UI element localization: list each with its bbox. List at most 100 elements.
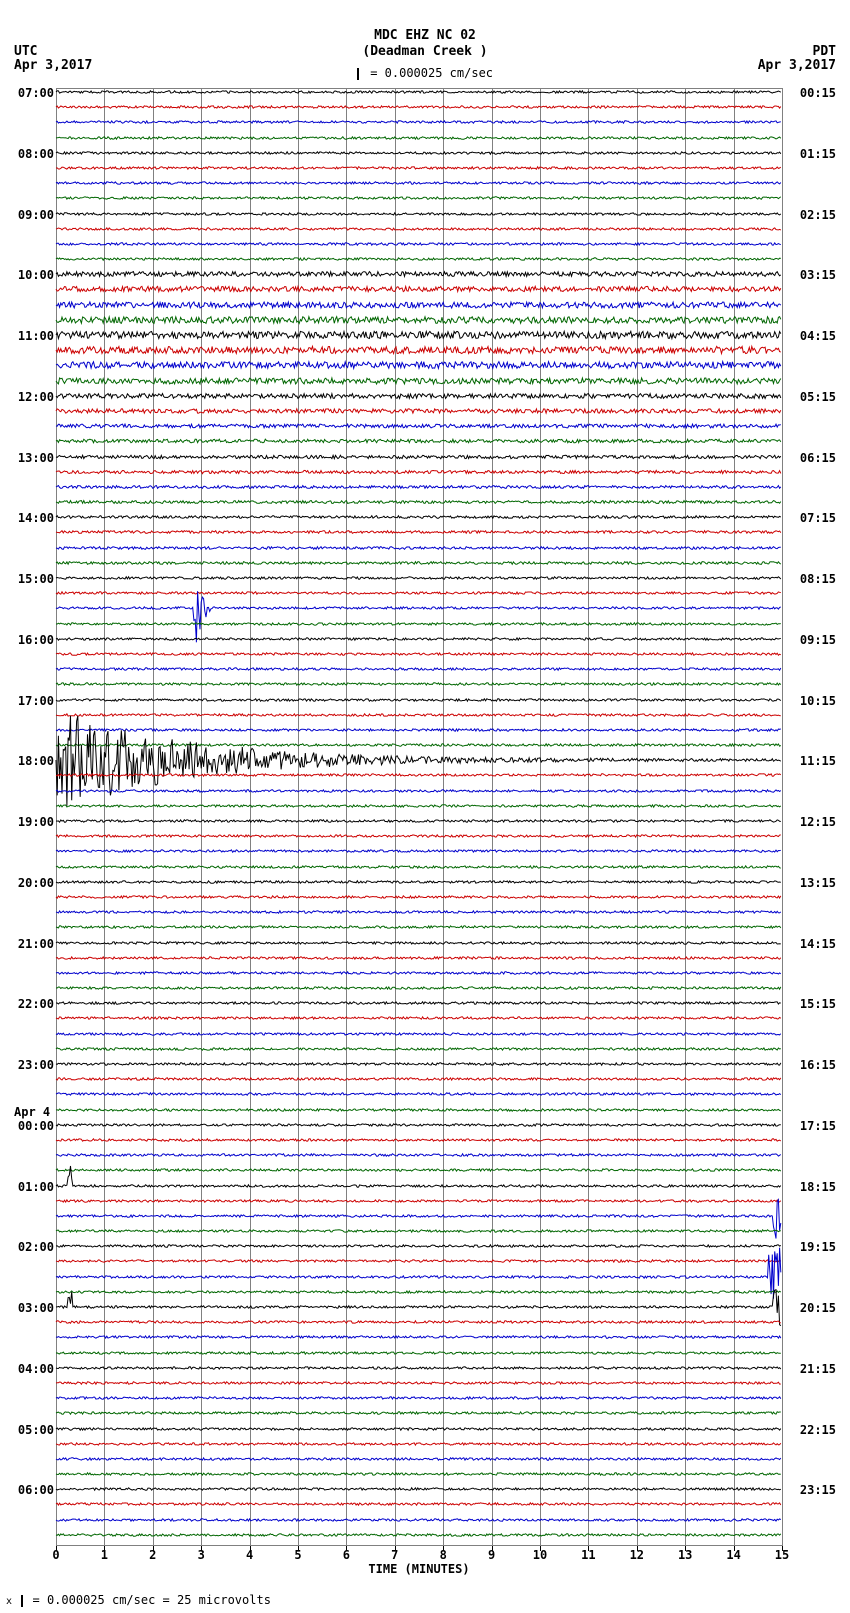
seismic-trace xyxy=(56,912,782,913)
time-label-left: 14:00 xyxy=(14,511,54,525)
grid-vertical xyxy=(104,88,105,1546)
date-right: Apr 3,2017 xyxy=(758,58,836,73)
seismic-trace xyxy=(56,381,782,382)
time-label-left: 00:00 xyxy=(14,1119,54,1133)
time-label-left: 03:00 xyxy=(14,1301,54,1315)
station-title: MDC EHZ NC 02 xyxy=(0,28,850,43)
seismic-trace xyxy=(56,274,782,275)
seismic-trace xyxy=(56,1383,782,1384)
time-label-left: 17:00 xyxy=(14,694,54,708)
time-label-right: 18:15 xyxy=(800,1180,836,1194)
seismic-trace xyxy=(56,1413,782,1414)
seismogram-container: MDC EHZ NC 02 (Deadman Creek ) = 0.00002… xyxy=(0,0,850,1613)
time-label-right: 14:15 xyxy=(800,937,836,951)
grid-vertical xyxy=(734,88,735,1546)
seismic-trace xyxy=(56,1444,782,1445)
seismic-trace xyxy=(56,1018,782,1019)
x-tick-mark xyxy=(250,1546,251,1551)
time-label-right: 20:15 xyxy=(800,1301,836,1315)
seismic-trace xyxy=(56,168,782,169)
time-label-left: 05:00 xyxy=(14,1423,54,1437)
seismic-trace xyxy=(56,988,782,989)
date-left: Apr 3,2017 xyxy=(14,58,92,73)
grid-vertical xyxy=(492,88,493,1546)
x-tick-mark xyxy=(346,1546,347,1551)
time-label-left: 01:00 xyxy=(14,1180,54,1194)
seismic-trace xyxy=(56,1277,782,1278)
seismic-trace xyxy=(56,1125,782,1126)
seismic-trace xyxy=(56,1231,782,1232)
seismic-trace xyxy=(56,1535,782,1536)
seismic-trace xyxy=(56,1337,782,1338)
seismic-trace xyxy=(56,1246,782,1247)
grid-border xyxy=(56,1545,782,1546)
time-label-left: 15:00 xyxy=(14,572,54,586)
time-label-right: 04:15 xyxy=(800,329,836,343)
seismic-trace xyxy=(56,1049,782,1050)
seismic-trace xyxy=(56,563,782,564)
seismic-trace xyxy=(56,836,782,837)
time-label-left: 09:00 xyxy=(14,208,54,222)
time-label-right: 06:15 xyxy=(800,451,836,465)
seismic-trace xyxy=(56,350,782,351)
seismic-trace xyxy=(56,1155,782,1156)
seismic-trace xyxy=(56,821,782,822)
seismic-trace xyxy=(56,426,782,427)
time-label-right: 05:15 xyxy=(800,390,836,404)
seismic-trace xyxy=(56,943,782,944)
seismic-trace xyxy=(56,1307,782,1308)
time-label-right: 12:15 xyxy=(800,815,836,829)
seismic-trace xyxy=(56,472,782,473)
seismic-trace xyxy=(56,1398,782,1399)
plot-area xyxy=(56,88,782,1546)
footer-text: = 0.000025 cm/sec = 25 microvolts xyxy=(33,1593,271,1607)
seismic-trace xyxy=(56,183,782,184)
seismic-trace xyxy=(56,639,782,640)
x-tick-mark xyxy=(540,1546,541,1551)
seismic-trace xyxy=(56,153,782,154)
seismic-trace xyxy=(56,1353,782,1354)
time-label-left: 16:00 xyxy=(14,633,54,647)
seismic-trace xyxy=(56,1459,782,1460)
seismic-trace xyxy=(56,1216,782,1217)
seismic-trace xyxy=(56,138,782,139)
grid-vertical xyxy=(782,88,783,1546)
grid-vertical xyxy=(540,88,541,1546)
seismic-trace xyxy=(56,1429,782,1430)
time-label-left: 10:00 xyxy=(14,268,54,282)
seismic-trace xyxy=(56,1186,782,1187)
seismic-trace xyxy=(56,624,782,625)
seismic-trace xyxy=(56,1079,782,1080)
seismic-trace xyxy=(56,396,782,397)
seismic-trace xyxy=(56,1520,782,1521)
seismic-trace xyxy=(56,548,782,549)
seismic-trace xyxy=(56,107,782,108)
seismic-trace xyxy=(56,289,782,290)
time-label-left: 06:00 xyxy=(14,1483,54,1497)
seismic-trace xyxy=(56,122,782,123)
seismic-trace xyxy=(56,457,782,458)
seismic-trace xyxy=(56,441,782,442)
seismic-trace xyxy=(56,1489,782,1490)
grid-border xyxy=(56,88,782,89)
time-label-left: 21:00 xyxy=(14,937,54,951)
seismic-trace xyxy=(56,715,782,716)
grid-vertical xyxy=(56,88,57,1546)
seismic-trace xyxy=(56,1292,782,1293)
seismic-trace xyxy=(56,958,782,959)
seismic-trace xyxy=(56,745,782,746)
seismic-trace xyxy=(56,1140,782,1141)
time-label-right: 11:15 xyxy=(800,754,836,768)
time-label-right: 09:15 xyxy=(800,633,836,647)
time-label-left: 07:00 xyxy=(14,86,54,100)
seismic-trace xyxy=(56,92,782,93)
time-label-left: 08:00 xyxy=(14,147,54,161)
seismic-trace xyxy=(56,1064,782,1065)
seismic-trace xyxy=(56,1003,782,1004)
grid-vertical xyxy=(637,88,638,1546)
time-label-right: 01:15 xyxy=(800,147,836,161)
time-label-left: 02:00 xyxy=(14,1240,54,1254)
time-label-right: 00:15 xyxy=(800,86,836,100)
scale-text: = 0.000025 cm/sec xyxy=(370,66,493,80)
seismic-trace xyxy=(56,775,782,776)
